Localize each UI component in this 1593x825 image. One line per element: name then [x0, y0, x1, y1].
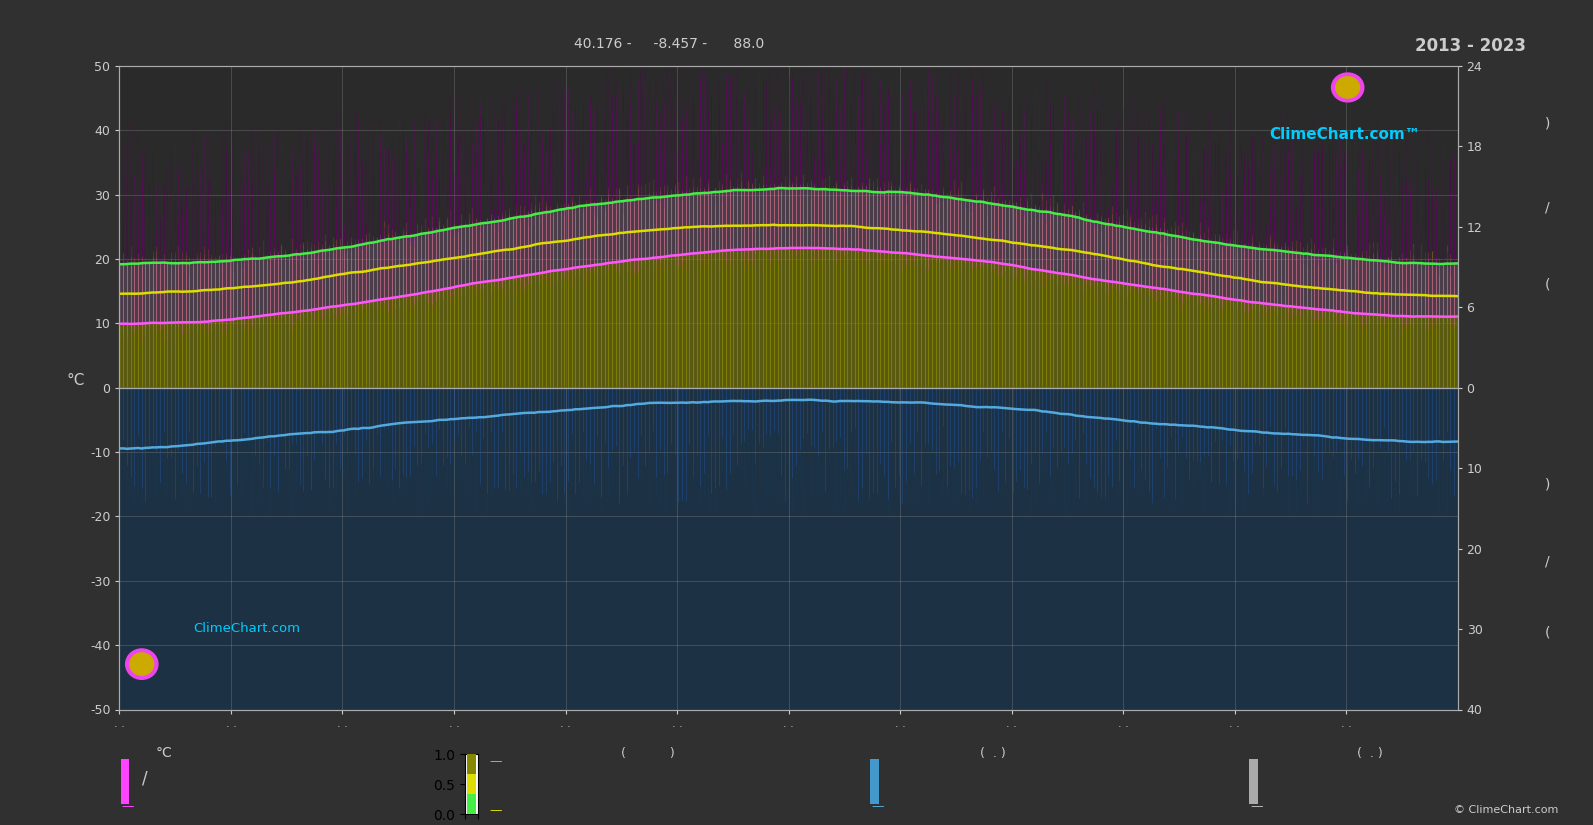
- Bar: [121, 759, 129, 804]
- Circle shape: [1337, 77, 1359, 98]
- Text: (: (: [1545, 625, 1550, 639]
- Text: ): ): [1545, 117, 1550, 131]
- Text: ClimeChart.com: ClimeChart.com: [193, 623, 299, 635]
- Bar: [467, 754, 476, 774]
- Text: (  . ): ( . ): [1357, 747, 1383, 760]
- Text: —: —: [489, 804, 502, 818]
- Y-axis label: °C: °C: [67, 373, 86, 388]
- Text: © ClimeChart.com: © ClimeChart.com: [1453, 804, 1558, 814]
- Circle shape: [1332, 73, 1364, 101]
- Text: °C: °C: [156, 746, 172, 760]
- Text: /: /: [1545, 554, 1550, 568]
- Text: (  . ): ( . ): [980, 747, 1005, 760]
- Bar: [467, 774, 476, 794]
- Text: —: —: [489, 755, 502, 768]
- Text: ClimeChart.com™: ClimeChart.com™: [1270, 127, 1419, 142]
- Text: 2013 - 2023: 2013 - 2023: [1415, 37, 1526, 55]
- Circle shape: [131, 653, 153, 676]
- Text: —: —: [871, 800, 884, 813]
- Bar: [1249, 759, 1258, 804]
- Circle shape: [126, 649, 158, 679]
- Bar: [467, 794, 476, 814]
- Text: 40.176 -     -8.457 -      88.0: 40.176 - -8.457 - 88.0: [573, 37, 765, 51]
- Text: ): ): [1545, 478, 1550, 491]
- Text: —: —: [121, 800, 134, 813]
- Bar: [870, 759, 879, 804]
- Text: (: (: [1545, 278, 1550, 292]
- Text: /: /: [142, 770, 148, 788]
- Text: (           ): ( ): [621, 747, 675, 760]
- Text: /: /: [1545, 200, 1550, 214]
- Text: —: —: [1251, 800, 1263, 813]
